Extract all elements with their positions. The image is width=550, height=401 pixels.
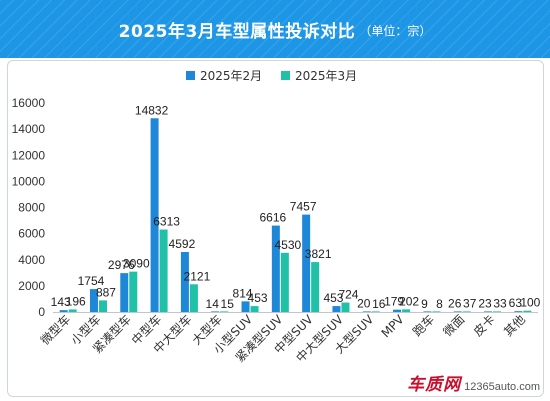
y-tick-label: 2000 [18,279,45,293]
data-label: 814 [233,286,253,300]
bar-feb [89,289,98,312]
bar-feb [59,310,68,312]
bar-feb [271,225,280,312]
bar-mar [523,310,532,312]
bar-mar [189,284,198,312]
bar-mar [493,311,502,312]
bar-feb [362,311,371,312]
data-label: 63 [509,296,523,310]
x-tick-label: MPV [379,312,408,341]
bar-feb [302,214,311,312]
y-tick-label: 0 [38,305,45,319]
bar-feb [514,311,523,312]
data-label: 9 [421,297,428,311]
data-label: 1754 [78,274,105,288]
bar-mar [371,311,380,312]
chart-panel: 0 2000 4000 6000 8000 10000 12000 14000 16000 143… [7,60,544,397]
data-label: 2121 [184,269,211,283]
data-label: 6313 [153,215,180,229]
bar-feb [332,306,341,312]
legend-label: 2025年3月 [295,69,357,83]
data-label: 33 [493,297,507,311]
bar-feb [423,311,432,312]
bar-mar [68,309,77,312]
bar-feb [241,301,250,312]
x-tick-label: 皮卡 [471,312,498,339]
data-label: 4592 [169,237,196,251]
bar-mar [402,309,411,312]
data-label: 887 [96,285,116,299]
bar-feb [484,311,493,312]
data-label: 453 [323,291,343,305]
data-label: 3090 [123,257,150,271]
y-tick-label: 6000 [18,227,45,241]
banner-pattern [0,0,550,58]
x-tick-label: 微面 [440,312,467,339]
bar-mar [220,311,229,312]
data-label: 14832 [135,103,169,117]
bar-feb [180,252,189,312]
data-label: 6616 [259,211,286,225]
bar-chart: 0200040006000800010000120001400016000143… [12,69,541,365]
bar-feb [211,311,220,312]
bar-feb [393,309,402,312]
x-tick-label: 跑车 [409,312,437,340]
watermark: 车质网 12365auto.com [407,370,540,395]
bar-feb [453,311,462,312]
data-label: 20 [357,297,371,311]
data-label: 26 [448,297,462,311]
bar-mar [280,252,289,312]
data-label: 4530 [274,238,301,252]
y-tick-label: 16000 [12,96,46,110]
x-tick-label: 其他 [501,312,528,339]
bar-mar [250,306,259,312]
data-label: 724 [338,288,358,302]
data-label: 453 [248,291,268,305]
data-label: 8 [436,297,443,311]
data-label: 14 [206,297,220,311]
watermark-logo: 车质网 [407,375,462,395]
bar-mar [432,311,441,312]
data-label: 143 [51,295,71,309]
legend-swatch-mar [281,71,290,80]
bar-mar [129,271,138,312]
data-label: 23 [478,297,492,311]
data-label: 37 [463,297,477,311]
bar-mar [311,262,320,312]
watermark-url: 12365auto.com [464,381,540,393]
bar-feb [150,118,159,312]
y-tick-label: 12000 [12,148,46,162]
data-label: 16 [372,297,386,311]
title-banner: 2025年3月车型属性投诉对比 （单位：宗） [0,0,550,58]
data-label: 179 [384,295,404,309]
y-tick-label: 10000 [12,174,46,188]
bar-mar [159,229,168,312]
bar-mar [462,311,471,312]
bar-mar [341,302,350,312]
title-wrap: 2025年3月车型属性投诉对比 （单位：宗） [0,0,550,58]
data-label: 100 [520,296,540,310]
y-tick-label: 4000 [18,253,45,267]
data-label: 15 [221,297,235,311]
data-label: 7457 [290,200,317,214]
legend-swatch-feb [186,71,195,80]
bar-feb [120,273,129,312]
data-label: 202 [399,294,419,308]
y-tick-label: 14000 [12,122,46,136]
data-label: 3821 [305,247,332,261]
bar-mar [98,300,107,312]
chart-title: 2025年3月车型属性投诉对比 [118,21,356,42]
data-label: 2976 [108,258,135,272]
legend-label: 2025年2月 [200,69,262,83]
data-label: 196 [66,294,86,308]
y-tick-label: 8000 [18,201,45,215]
chart-unit: （单位：宗） [359,24,432,38]
